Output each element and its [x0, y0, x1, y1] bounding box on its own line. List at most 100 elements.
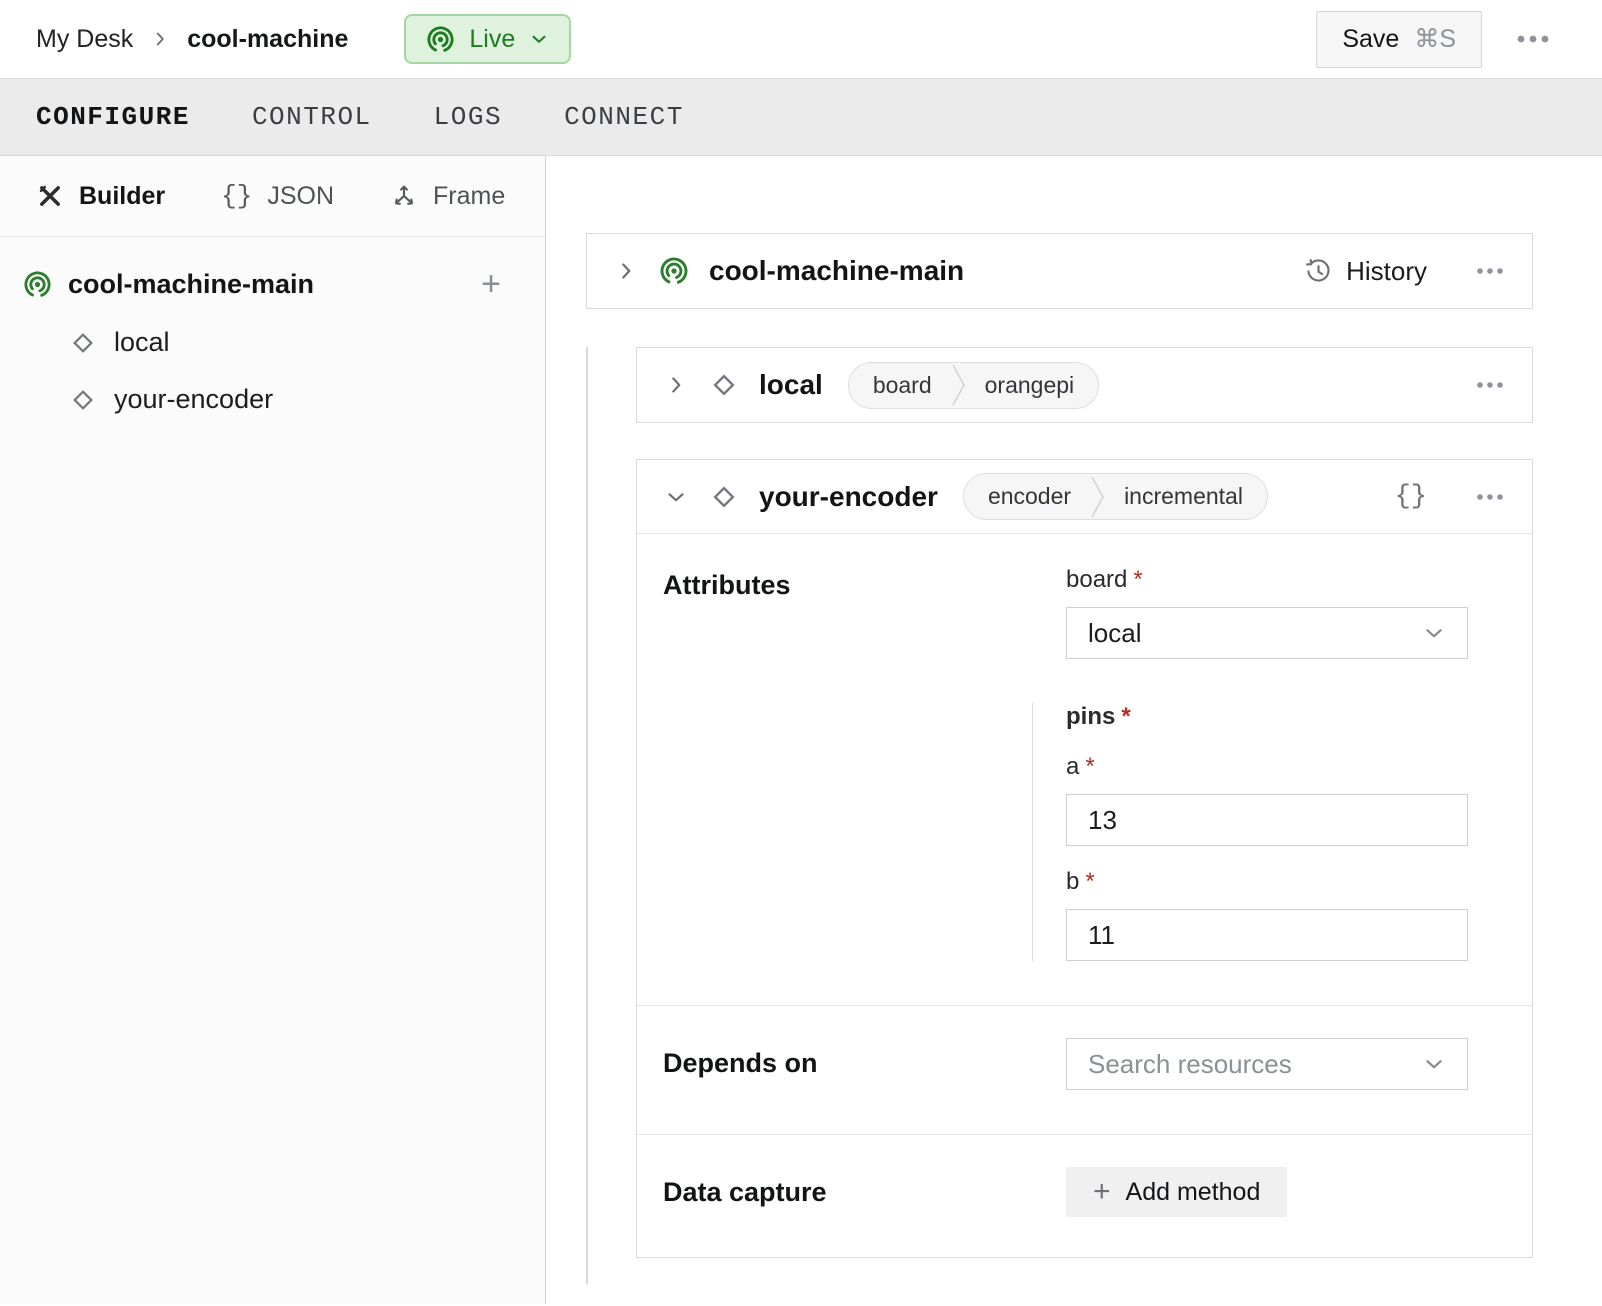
- machine-part-card: cool-machine-main History: [586, 233, 1533, 309]
- frame-axes-icon: [390, 182, 418, 210]
- card-menu-icon[interactable]: [1476, 381, 1504, 389]
- board-select[interactable]: local: [1066, 607, 1468, 659]
- chevron-right-icon: [149, 28, 171, 50]
- breadcrumb-parent-link[interactable]: My Desk: [36, 24, 134, 53]
- machine-tab-bar: CONFIGURE CONTROL LOGS CONNECT: [0, 78, 1602, 156]
- attributes-section: Attributes board * local: [637, 534, 1532, 1005]
- history-button-label: History: [1346, 255, 1427, 286]
- machine-part-title: cool-machine-main: [709, 255, 965, 286]
- component-diamond-icon: [708, 481, 740, 513]
- live-status-dropdown[interactable]: Live: [404, 14, 572, 64]
- view-tab-builder[interactable]: Builder: [36, 182, 165, 211]
- breadcrumb: My Desk cool-machine: [36, 25, 348, 54]
- local-card-title: local: [759, 369, 823, 400]
- data-capture-section: Data capture + Add method: [637, 1134, 1532, 1257]
- view-tab-json[interactable]: {} JSON: [221, 181, 334, 211]
- configure-panel: cool-machine-main History: [546, 156, 1602, 1304]
- tree-item-machine-part[interactable]: cool-machine-main +: [22, 267, 501, 301]
- card-menu-icon[interactable]: [1476, 493, 1504, 501]
- encoder-card-title: your-encoder: [759, 480, 938, 512]
- card-menu-icon[interactable]: [1476, 267, 1504, 275]
- sidebar-view-tabs: Builder {} JSON Frame: [0, 156, 545, 237]
- view-tab-json-label: JSON: [267, 181, 335, 210]
- broadcast-icon: [425, 24, 456, 55]
- machine-live-icon: [22, 269, 53, 300]
- tab-configure[interactable]: CONFIGURE: [36, 102, 190, 132]
- depends-on-heading: Depends on: [663, 1048, 818, 1078]
- data-capture-fields: + Add method: [1066, 1167, 1468, 1217]
- save-button[interactable]: Save ⌘S: [1316, 10, 1482, 68]
- pin-b-label: b *: [1066, 868, 1095, 895]
- curly-braces-icon: {}: [221, 181, 253, 211]
- pin-a-field: a *: [1066, 753, 1468, 846]
- required-asterisk: *: [1121, 703, 1131, 730]
- view-tab-builder-label: Builder: [79, 181, 166, 210]
- overflow-menu-icon[interactable]: [1516, 34, 1550, 44]
- badge-divider-chevron-icon: [1091, 474, 1104, 519]
- local-board-card: local board orangepi: [636, 347, 1533, 423]
- collapse-chevron-down-icon[interactable]: [663, 484, 689, 510]
- add-method-button[interactable]: + Add method: [1066, 1167, 1288, 1217]
- encoder-card-header: your-encoder encoder incremental {}: [637, 460, 1532, 534]
- machine-part-card-header: cool-machine-main History: [587, 234, 1532, 308]
- tab-logs[interactable]: LOGS: [433, 102, 503, 132]
- plus-icon: +: [1093, 1175, 1111, 1208]
- pin-b-field: b *: [1066, 868, 1468, 961]
- save-shortcut-hint: ⌘S: [1414, 25, 1456, 53]
- chevron-down-icon: [528, 28, 550, 50]
- component-diamond-icon: [68, 385, 98, 415]
- local-card-header: local board orangepi: [637, 348, 1532, 422]
- depends-on-placeholder: Search resources: [1088, 1048, 1292, 1079]
- pin-a-label: a *: [1066, 753, 1095, 780]
- pin-a-input[interactable]: [1066, 794, 1468, 846]
- depends-on-fields: Search resources: [1066, 1038, 1468, 1090]
- badge-model: orangepi: [984, 371, 1075, 398]
- content-area: Builder {} JSON Frame: [0, 156, 1602, 1304]
- resource-type-badge: board orangepi: [847, 361, 1100, 409]
- board-select-value: local: [1088, 617, 1142, 648]
- resource-tree: cool-machine-main + local your-encoder: [0, 237, 545, 415]
- badge-type: board: [872, 371, 932, 398]
- tab-control[interactable]: CONTROL: [251, 102, 372, 132]
- required-asterisk: *: [1085, 868, 1095, 895]
- history-button[interactable]: History: [1304, 256, 1427, 287]
- tree-item-label: your-encoder: [114, 384, 274, 414]
- your-encoder-card: your-encoder encoder incremental {}: [636, 459, 1533, 1258]
- edit-json-braces-icon[interactable]: {}: [1394, 481, 1427, 512]
- component-diamond-icon: [708, 369, 740, 401]
- expand-chevron-right-icon[interactable]: [613, 258, 639, 284]
- add-component-button[interactable]: +: [481, 265, 501, 303]
- expand-chevron-right-icon[interactable]: [663, 372, 689, 398]
- pins-group-label: pins *: [1066, 703, 1131, 730]
- pin-b-input[interactable]: [1066, 909, 1468, 961]
- save-button-label: Save: [1342, 24, 1400, 53]
- data-capture-heading: Data capture: [663, 1177, 827, 1207]
- attributes-heading: Attributes: [663, 570, 791, 600]
- required-asterisk: *: [1133, 566, 1143, 593]
- badge-divider-chevron-icon: [951, 363, 965, 408]
- live-status-label: Live: [469, 24, 516, 53]
- view-tab-frame[interactable]: Frame: [390, 182, 505, 211]
- machine-live-icon: [658, 255, 690, 287]
- badge-model: incremental: [1124, 483, 1243, 509]
- add-method-label: Add method: [1125, 1177, 1261, 1206]
- board-field: board * local: [1066, 566, 1468, 659]
- attributes-fields: board * local pins *: [1032, 566, 1468, 961]
- pins-group: pins* a* b*: [1032, 703, 1468, 961]
- depends-on-select[interactable]: Search resources: [1066, 1038, 1468, 1090]
- tree-item-label: local: [114, 327, 170, 357]
- resource-type-badge: encoder incremental: [962, 473, 1268, 520]
- view-tab-frame-label: Frame: [433, 181, 506, 210]
- part-resources-group: local board orangepi: [586, 347, 1533, 1284]
- configure-sidebar: Builder {} JSON Frame: [0, 156, 546, 1304]
- breadcrumb-current: cool-machine: [187, 24, 349, 53]
- tab-connect[interactable]: CONNECT: [564, 102, 684, 132]
- component-diamond-icon: [68, 328, 98, 358]
- badge-type: encoder: [987, 483, 1072, 509]
- tree-item-label: cool-machine-main: [68, 268, 315, 299]
- top-header: My Desk cool-machine Live Save ⌘S: [0, 0, 1602, 78]
- chevron-down-icon: [1421, 620, 1447, 646]
- tree-item-your-encoder[interactable]: your-encoder: [22, 384, 501, 415]
- history-clock-icon: [1304, 257, 1333, 286]
- tree-item-local[interactable]: local: [22, 327, 501, 358]
